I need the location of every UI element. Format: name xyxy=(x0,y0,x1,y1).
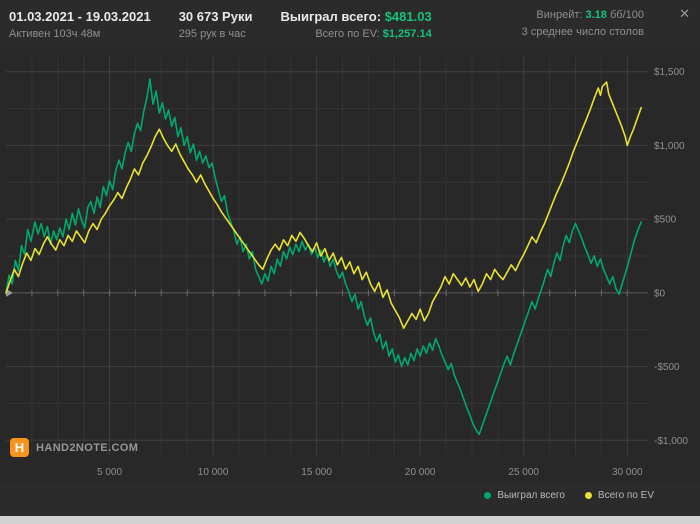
horizontal-scrollbar[interactable] xyxy=(0,516,700,524)
ev-total-value: $1,257.14 xyxy=(382,28,432,40)
svg-text:$0: $0 xyxy=(654,288,666,299)
winrate-value: 3.18 xyxy=(585,9,607,21)
svg-text:25 000: 25 000 xyxy=(508,467,539,478)
date-range-label: 01.03.2021 - 19.03.2021 xyxy=(9,9,151,24)
svg-text:10 000: 10 000 xyxy=(198,467,229,478)
ev-total-label: Всего по EV: xyxy=(315,28,380,40)
hands-count-label: 30 673 Руки xyxy=(178,9,253,24)
legend-label-won-total: Выиграл всего xyxy=(497,490,565,501)
stat-winnings: Выиграл всего: $481.03 Всего по EV: $1,2… xyxy=(280,9,431,41)
legend-label-ev-total: Всего по EV xyxy=(597,490,654,501)
hand2note-logo-icon: H xyxy=(10,438,29,457)
stat-hands: 30 673 Руки 295 рук в час xyxy=(179,9,253,41)
legend-dot-green xyxy=(484,492,492,499)
winnings-chart: 5 000 10 000 15 000 20 000 25 000 30 000 -$1,0… xyxy=(0,47,700,483)
close-icon[interactable]: ✕ xyxy=(679,6,690,21)
winrate-unit: бб/100 xyxy=(609,9,644,21)
avg-tables-label: 3 среднее число столов xyxy=(521,26,644,38)
hand2note-logo-text: HAND2NOTE.COM xyxy=(36,441,139,454)
svg-text:$1,500: $1,500 xyxy=(654,67,685,78)
won-total-line: Выиграл всего: $481.03 xyxy=(280,9,431,24)
won-total-value: $481.03 xyxy=(384,9,432,24)
svg-text:20 000: 20 000 xyxy=(405,467,436,478)
svg-text:5 000: 5 000 xyxy=(97,467,122,478)
stat-winrate: Винрейт: 3.18 бб/100 3 среднее число сто… xyxy=(522,9,644,39)
svg-text:-$1,000: -$1,000 xyxy=(654,436,688,447)
hands-per-hour-label: 295 рук в час xyxy=(178,28,246,40)
active-time-label: Активен 103ч 48м xyxy=(9,28,101,40)
legend-item-won-total[interactable]: Выиграл всего xyxy=(484,490,565,501)
svg-text:$500: $500 xyxy=(654,215,677,226)
won-total-label: Выиграл всего: xyxy=(280,9,382,24)
svg-text:-$500: -$500 xyxy=(654,362,680,373)
chart-legend: Выиграл всего Всего по EV xyxy=(0,483,700,508)
svg-text:$1,000: $1,000 xyxy=(654,141,685,152)
stat-date-range: 01.03.2021 - 19.03.2021 Активен 103ч 48м xyxy=(9,9,151,41)
winrate-line: Винрейт: 3.18 бб/100 xyxy=(522,9,644,22)
svg-text:15 000: 15 000 xyxy=(301,467,332,478)
hand2note-logo: H HAND2NOTE.COM xyxy=(10,438,138,457)
svg-text:30 000: 30 000 xyxy=(612,467,643,478)
legend-item-ev-total[interactable]: Всего по EV xyxy=(584,490,654,501)
legend-dot-yellow xyxy=(584,492,592,499)
chart-area: 5 000 10 000 15 000 20 000 25 000 30 000 -$1,0… xyxy=(0,47,700,483)
ev-total-line: Всего по EV: $1,257.14 xyxy=(280,28,431,41)
winrate-label: Винрейт: xyxy=(536,9,583,21)
stats-header: 01.03.2021 - 19.03.2021 Активен 103ч 48м… xyxy=(0,0,700,47)
